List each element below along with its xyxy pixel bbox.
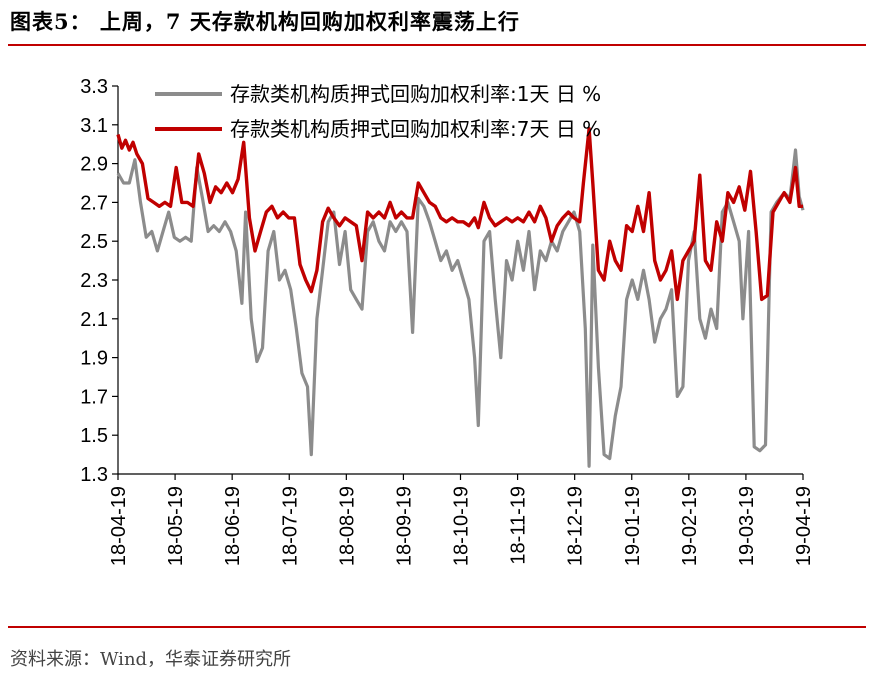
y-tick-label: 2.1 [80,309,108,331]
x-tick-label: 19-03-19 [736,486,758,566]
plot-area: 1.3 1.5 1.7 1.9 2.1 2.3 2.5 2.7 2.9 3.1 3.3 18-04-… [80,76,815,566]
x-tick-label: 18-09-19 [393,486,415,566]
y-tick-label: 3.1 [80,115,108,137]
y-tick-label: 3.3 [80,76,108,98]
x-tick-label: 18-04-19 [108,486,130,566]
x-tick-label: 19-02-19 [679,486,701,566]
x-tick-label: 19-01-19 [622,486,644,566]
y-tick-label: 2.7 [80,192,108,214]
y-tick-label: 1.3 [80,464,108,486]
y-tick-label: 1.9 [80,348,108,370]
figure-title: 图表5： 上周，7 天存款机构回购加权利率震荡上行 [10,9,520,34]
x-tick-label: 18-12-19 [565,486,587,566]
y-tick-label: 2.3 [80,270,108,292]
y-tick-label: 2.9 [80,154,108,176]
x-tick-label: 18-08-19 [336,486,358,566]
source-note: 资料来源：Wind，华泰证券研究所 [10,649,292,670]
legend: 存款类机构质押式回购加权利率:1天 日 % 存款类机构质押式回购加权利率:7天 … [155,82,601,141]
y-tick-label: 1.7 [80,386,108,408]
title-divider [8,44,866,46]
x-tick-label: 18-10-19 [451,486,473,566]
x-tick-label: 18-05-19 [165,486,187,566]
x-tick-label: 18-06-19 [222,486,244,566]
series-layer [116,126,805,468]
legend-label-7d: 存款类机构质押式回购加权利率:7天 日 % [230,117,601,141]
series-line-7d [116,126,803,302]
source-divider [8,626,866,628]
x-tick-label: 18-11-19 [508,486,530,565]
y-axis: 1.3 1.5 1.7 1.9 2.1 2.3 2.5 2.7 2.9 3.1 3.3 [80,76,119,486]
y-tick-label: 2.5 [80,231,108,253]
y-tick-label: 1.5 [80,425,108,447]
x-tick-label: 19-04-19 [793,486,815,566]
legend-label-1d: 存款类机构质押式回购加权利率:1天 日 % [230,82,601,106]
x-tick-label: 18-07-19 [279,486,301,566]
x-axis: 18-04-19 18-05-19 18-06-19 18-07-19 18-08-19… [108,473,815,566]
